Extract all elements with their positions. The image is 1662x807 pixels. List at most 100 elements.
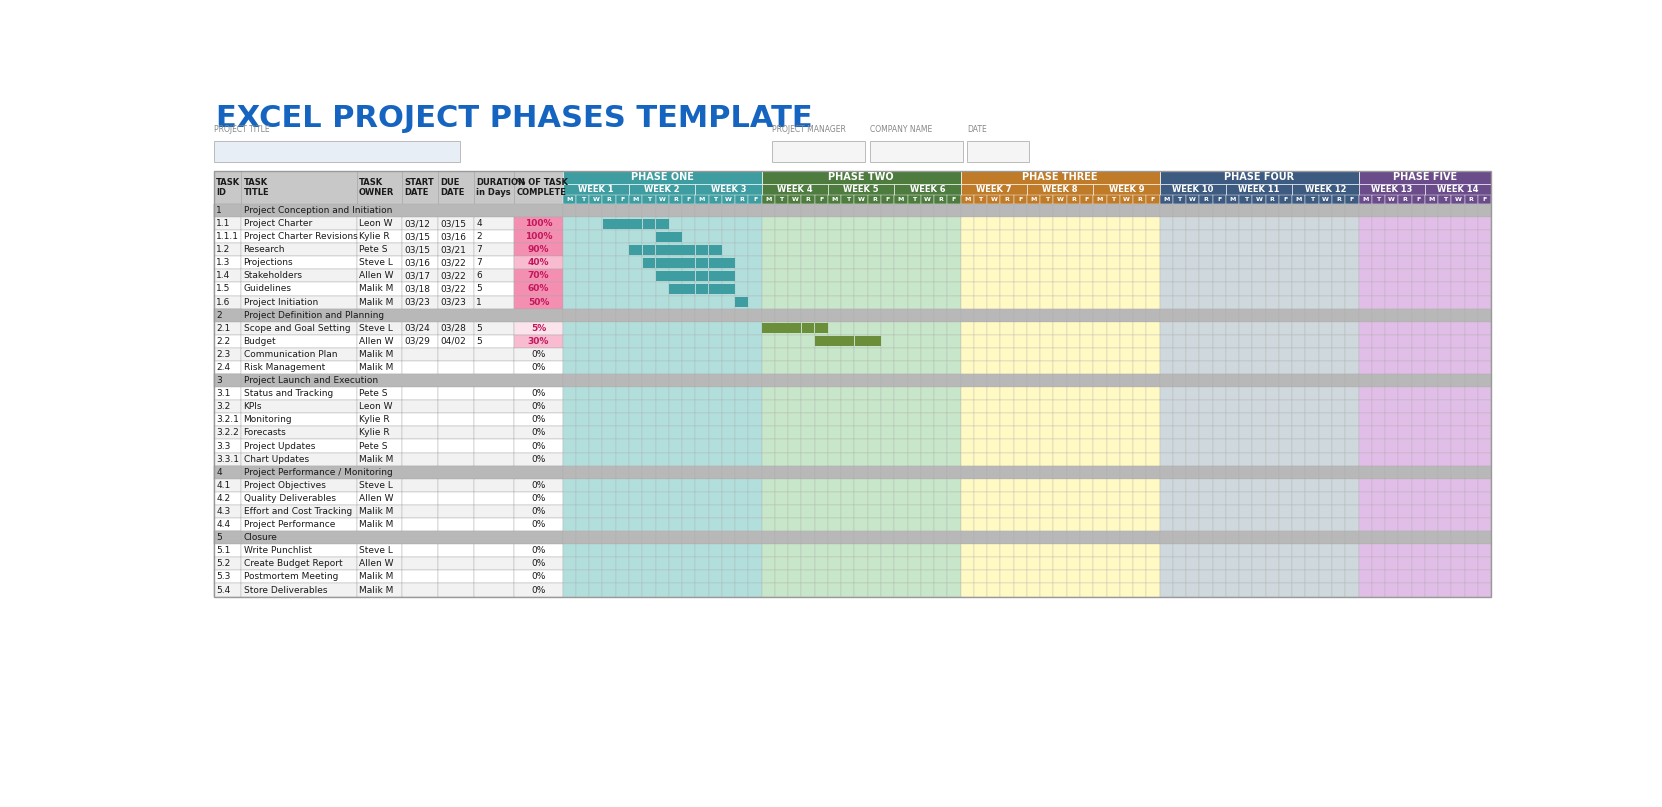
Bar (1213, 558, 1227, 571)
Bar (987, 558, 1001, 571)
Bar (907, 243, 921, 257)
Bar (437, 426, 474, 440)
Text: 1.1: 1.1 (216, 219, 231, 228)
Bar (1358, 361, 1371, 374)
Bar (1478, 230, 1491, 243)
Bar (961, 583, 974, 596)
Bar (1371, 348, 1384, 361)
Bar (1133, 413, 1147, 426)
Bar (1358, 531, 1371, 544)
Text: W: W (1321, 197, 1330, 202)
Bar (1358, 217, 1371, 230)
Bar (563, 479, 577, 491)
Bar (683, 245, 695, 255)
Bar (721, 284, 735, 294)
Bar (577, 544, 590, 558)
Bar (563, 194, 577, 204)
Bar (987, 387, 1001, 400)
Bar (1014, 400, 1027, 413)
Bar (1331, 282, 1345, 295)
Bar (474, 361, 514, 374)
Bar (1411, 308, 1424, 322)
Bar (1173, 270, 1187, 282)
Bar (1173, 308, 1187, 322)
Bar (402, 583, 437, 596)
Bar (1054, 583, 1067, 596)
Text: Project Initiation: Project Initiation (244, 298, 317, 307)
Bar (1451, 505, 1464, 518)
Bar (1094, 282, 1107, 295)
Bar (921, 308, 934, 322)
Bar (1080, 440, 1094, 453)
Bar (681, 466, 695, 479)
Bar (708, 374, 721, 387)
Bar (1411, 518, 1424, 531)
Bar (721, 400, 735, 413)
Bar (1464, 440, 1478, 453)
Bar (474, 387, 514, 400)
Bar (1291, 194, 1305, 204)
Bar (1067, 295, 1080, 308)
Bar (1187, 295, 1200, 308)
Bar (1280, 217, 1291, 230)
Bar (1331, 257, 1345, 270)
Text: Kylie R: Kylie R (359, 416, 389, 424)
Bar (590, 295, 603, 308)
Bar (934, 491, 947, 505)
Bar (357, 413, 402, 426)
Bar (1358, 453, 1371, 466)
Bar (563, 413, 577, 426)
Bar (590, 230, 603, 243)
Bar (748, 571, 761, 583)
Bar (1001, 361, 1014, 374)
Bar (1411, 426, 1424, 440)
Bar (907, 491, 921, 505)
Bar (1040, 270, 1054, 282)
Bar (357, 440, 402, 453)
Bar (1371, 295, 1384, 308)
Bar (1001, 583, 1014, 596)
Text: Malik M: Malik M (359, 298, 394, 307)
Bar (1253, 518, 1266, 531)
Bar (437, 171, 474, 204)
Text: F: F (819, 197, 823, 202)
Bar (894, 217, 907, 230)
Bar (881, 322, 894, 335)
Bar (681, 400, 695, 413)
Bar (828, 440, 841, 453)
Bar (721, 413, 735, 426)
Bar (1411, 571, 1424, 583)
Bar (241, 217, 357, 230)
Bar (603, 558, 615, 571)
Bar (1040, 571, 1054, 583)
Bar (921, 531, 934, 544)
Bar (881, 257, 894, 270)
Bar (1147, 387, 1160, 400)
Bar (1040, 308, 1054, 322)
Bar (628, 413, 642, 426)
Bar (642, 413, 655, 426)
Bar (577, 217, 590, 230)
Bar (1371, 426, 1384, 440)
Bar (514, 583, 563, 596)
Bar (761, 295, 774, 308)
Bar (708, 308, 721, 322)
Bar (1054, 335, 1067, 348)
Text: F: F (1085, 197, 1089, 202)
Bar (1371, 413, 1384, 426)
Bar (1240, 194, 1253, 204)
Bar (241, 335, 357, 348)
Bar (1464, 230, 1478, 243)
Bar (1014, 518, 1027, 531)
Bar (1080, 348, 1094, 361)
Bar (894, 505, 907, 518)
Bar (1040, 204, 1054, 217)
Bar (1384, 491, 1398, 505)
Bar (615, 387, 628, 400)
Bar (1147, 479, 1160, 491)
Bar (788, 400, 801, 413)
Bar (1213, 531, 1227, 544)
Bar (947, 335, 961, 348)
Bar (987, 479, 1001, 491)
Bar (1266, 583, 1280, 596)
